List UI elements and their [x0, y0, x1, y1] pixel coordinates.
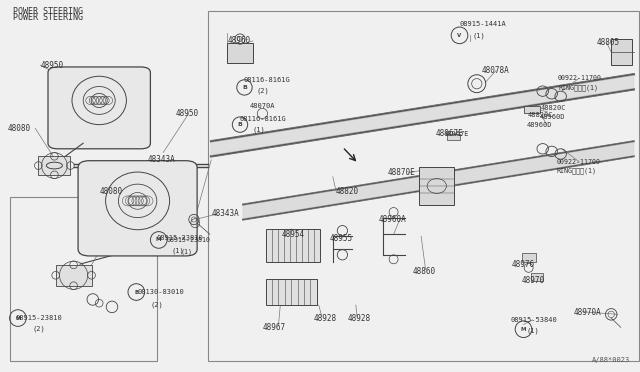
Text: (1): (1) [472, 32, 485, 39]
Text: (2): (2) [256, 88, 269, 94]
Text: V: V [458, 33, 461, 38]
Text: 48080: 48080 [8, 124, 31, 133]
Text: 48860: 48860 [413, 267, 436, 276]
Bar [447, 134, 460, 140]
Bar [10, 197, 157, 361]
Text: 48967E: 48967E [435, 129, 463, 138]
Text: 48343A: 48343A [211, 209, 239, 218]
Text: 00922-11700: 00922-11700 [558, 75, 602, 81]
Bar [524, 106, 540, 113]
Bar [266, 229, 320, 262]
Bar [208, 11, 639, 361]
Text: 48967: 48967 [262, 323, 285, 332]
Bar [227, 43, 253, 63]
Bar [266, 279, 317, 305]
Text: 48805: 48805 [596, 38, 620, 47]
Text: (1): (1) [253, 127, 266, 134]
Text: 48976: 48976 [512, 260, 535, 269]
Bar [56, 265, 92, 286]
Polygon shape [211, 74, 634, 156]
Text: M: M [521, 327, 526, 332]
Text: POWER STEERING: POWER STEERING [13, 7, 83, 16]
Text: (1): (1) [526, 328, 539, 334]
Text: 48960A: 48960A [379, 215, 406, 224]
Text: 48960D: 48960D [540, 114, 565, 120]
Text: 48080: 48080 [99, 187, 122, 196]
Text: (2): (2) [150, 302, 163, 308]
Text: 08116-8161G: 08116-8161G [240, 116, 287, 122]
Text: 08915-1441A: 08915-1441A [460, 21, 506, 27]
Text: A/88*0023: A/88*0023 [592, 357, 630, 363]
Bar [531, 273, 543, 281]
Text: 48870E: 48870E [387, 169, 415, 177]
Text: (1): (1) [172, 248, 184, 254]
Text: (1): (1) [181, 249, 193, 256]
Text: 48950: 48950 [40, 61, 63, 70]
Bar [611, 39, 632, 65]
Text: 08915-23810: 08915-23810 [166, 237, 211, 243]
Text: M: M [156, 237, 161, 243]
Bar [38, 156, 70, 175]
Text: 48950: 48950 [176, 109, 199, 118]
Text: 08915-23810: 08915-23810 [157, 235, 204, 241]
Bar [522, 253, 536, 262]
Text: 48070A: 48070A [250, 103, 275, 109]
Text: 48954: 48954 [282, 230, 305, 239]
Text: 08116-8161G: 08116-8161G [243, 77, 290, 83]
Text: 08915-53840: 08915-53840 [510, 317, 557, 323]
Text: 48967E: 48967E [444, 131, 469, 137]
Text: 48928: 48928 [348, 314, 371, 323]
Text: 48960: 48960 [227, 36, 250, 45]
Text: 08130-83010: 08130-83010 [138, 289, 184, 295]
Text: RINGリング(1): RINGリング(1) [557, 168, 596, 174]
Text: 08915-23810: 08915-23810 [16, 315, 63, 321]
Text: 48928: 48928 [314, 314, 337, 323]
Text: 48820C: 48820C [528, 112, 554, 118]
Polygon shape [243, 141, 634, 219]
Text: 00922-11700: 00922-11700 [557, 159, 601, 165]
Text: RINGリング(1): RINGリング(1) [558, 84, 598, 91]
FancyBboxPatch shape [48, 67, 150, 149]
FancyBboxPatch shape [78, 161, 197, 256]
Text: 48343A: 48343A [147, 155, 175, 164]
Text: 48820: 48820 [336, 187, 359, 196]
Bar [419, 167, 454, 205]
Text: (2): (2) [32, 326, 45, 333]
Text: B: B [242, 85, 247, 90]
Text: 48970: 48970 [522, 276, 545, 285]
Text: 48960D: 48960D [527, 122, 552, 128]
Text: M: M [15, 315, 20, 321]
Text: POWER STEERING: POWER STEERING [13, 13, 83, 22]
Text: 48820C: 48820C [541, 105, 566, 111]
Text: 48078A: 48078A [481, 66, 509, 75]
Text: B: B [237, 122, 243, 127]
Text: B: B [134, 289, 138, 295]
Text: 48955: 48955 [330, 234, 353, 243]
Text: 48970A: 48970A [574, 308, 602, 317]
